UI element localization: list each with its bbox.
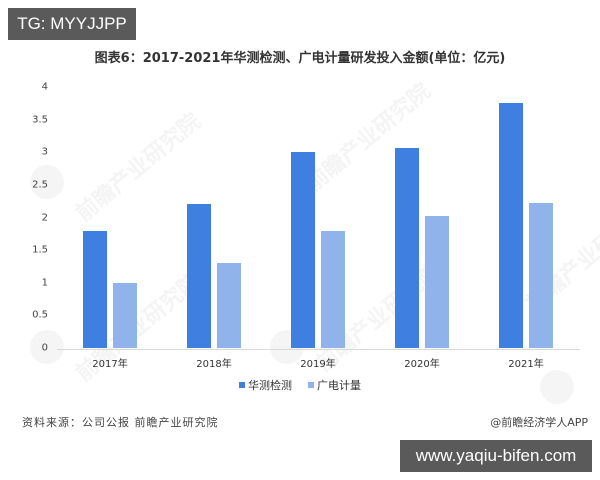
legend-label: 广电计量 [317,379,361,392]
y-tick-label: 0 [41,342,48,354]
y-tick-label: 2 [41,212,48,223]
legend-item-series-2: 广电计量 [308,377,361,393]
data-source: 资料来源：公司公报 前瞻产业研究院 [22,416,219,429]
x-tick-label: 2019年 [300,359,336,370]
x-axis-line [57,349,580,350]
chart-title: 图表6：2017-2021年华测检测、广电计量研发投入金额(单位：亿元) [94,51,506,66]
tg-badge: TG: MYYJJPP [8,8,136,40]
bar-series-1 [499,102,523,348]
y-tick-label: 0.5 [32,309,48,321]
y-tick-label: 1.5 [32,244,48,256]
bar-series-2 [321,230,345,348]
credit-text: @前瞻经济学人APP [490,416,588,429]
y-tick-label: 2.5 [32,179,48,191]
website-badge: www.yaqiu-bifen.com [400,440,592,472]
bar-series-1 [187,204,211,348]
bar-series-2 [425,215,449,348]
x-tick-label: 2018年 [196,359,232,370]
bar-series-1 [291,152,315,348]
x-tick-label: 2017年 [92,359,128,370]
bar-series-2 [113,282,137,348]
y-tick-label: 4 [41,81,48,93]
y-tick-label: 3.5 [32,114,48,126]
legend-swatch-icon [308,382,314,388]
x-tick-label: 2020年 [404,359,440,370]
y-tick-label: 3 [41,146,48,158]
legend-swatch-icon [239,382,245,388]
x-tick-label: 2021年 [508,359,544,370]
y-tick-label: 1 [41,277,48,289]
bar-series-2 [217,263,241,348]
legend-item-series-1: 华测检测 [239,377,292,393]
legend-label: 华测检测 [248,379,292,392]
bar-series-2 [529,203,553,348]
bar-series-1 [83,230,107,348]
legend: 华测检测 广电计量 [0,377,600,393]
bar-series-1 [395,147,419,348]
